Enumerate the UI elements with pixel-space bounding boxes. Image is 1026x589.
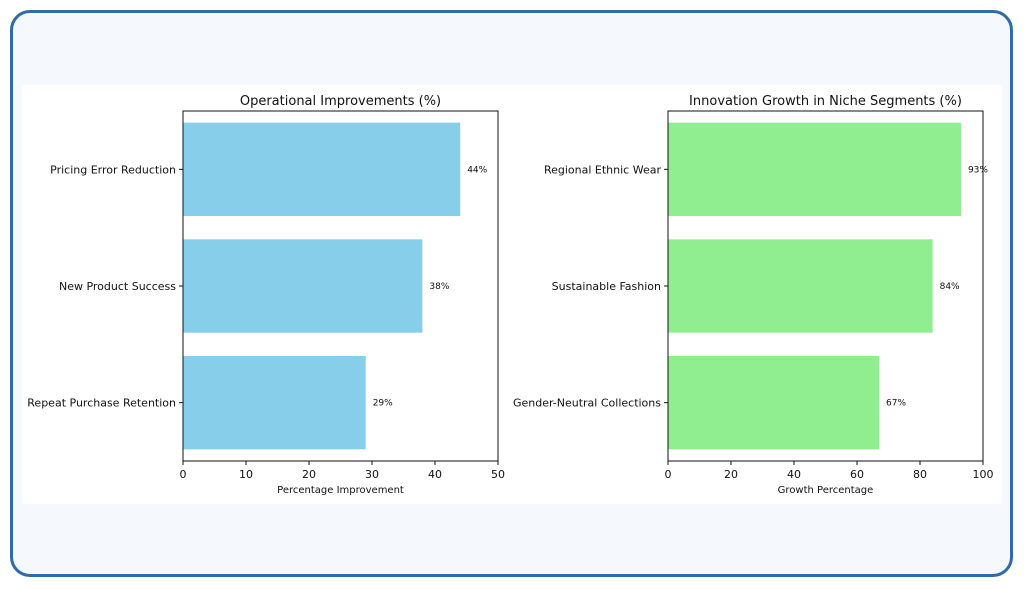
chart-1-xtick-label-1: 10	[239, 468, 253, 481]
chart-1-xtick-label-2: 20	[302, 468, 316, 481]
chart-1-bar-1	[183, 122, 461, 216]
chart-1-category-label-2: New Product Success	[59, 280, 176, 293]
chart-1-xtick-label-0: 0	[180, 468, 187, 481]
chart-1-data-label-1: 44%	[467, 165, 487, 175]
chart-2-bar-2	[668, 239, 933, 333]
chart-2-data-label-1: 93%	[968, 165, 988, 175]
chart-1-axes-frame	[182, 110, 499, 462]
chart-2-xtick-label-2: 40	[787, 468, 801, 481]
chart-1-xtick-label-4: 40	[428, 468, 442, 481]
chart-2-xtick-label-0: 0	[665, 468, 672, 481]
chart-2-title: Innovation Growth in Niche Segments (%)	[689, 94, 962, 109]
chart-2-xtick-label-4: 80	[913, 468, 927, 481]
chart-2-data-label-2: 84%	[940, 282, 960, 292]
chart-1-bar-2	[183, 239, 423, 333]
chart-1-data-label-3: 29%	[373, 399, 393, 409]
chart-2-data-label-3: 67%	[886, 399, 906, 409]
chart-2-xtick-label-5: 100	[973, 468, 994, 481]
chart-2-bar-3	[668, 356, 880, 450]
chart-2-axes-frame	[667, 110, 984, 462]
chart-2-xtick-label-1: 20	[724, 468, 738, 481]
chart-1-category-label-1: Pricing Error Reduction	[50, 163, 176, 176]
chart-2-category-label-1: Regional Ethnic Wear	[544, 163, 661, 176]
chart-1-bar-3	[183, 356, 366, 450]
chart-2-category-label-3: Gender-Neutral Collections	[513, 397, 661, 410]
chart-1-title: Operational Improvements (%)	[240, 94, 441, 109]
chart-1-category-label-3: Repeat Purchase Retention	[27, 397, 176, 410]
chart-2-category-label-2: Sustainable Fashion	[552, 280, 661, 293]
chart-2-xtick-label-3: 60	[850, 468, 864, 481]
chart-1-xtick-label-5: 50	[491, 468, 505, 481]
chart-1-data-label-2: 38%	[429, 282, 449, 292]
chart-1-xtick-label-3: 30	[365, 468, 379, 481]
chart-1-x-axis-label: Percentage Improvement	[277, 485, 404, 496]
chart-2-bar-1	[668, 122, 961, 216]
chart-2-x-axis-label: Growth Percentage	[778, 485, 874, 496]
